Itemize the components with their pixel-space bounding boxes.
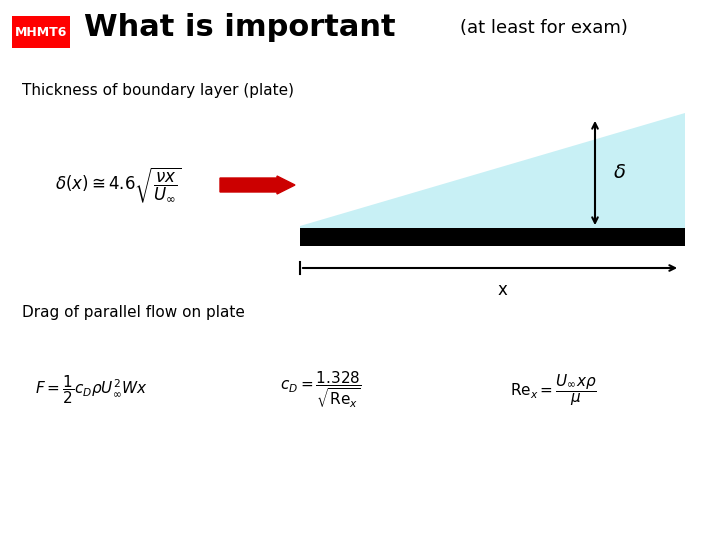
Text: Thickness of boundary layer (plate): Thickness of boundary layer (plate): [22, 83, 294, 98]
Text: $\delta$: $\delta$: [613, 164, 626, 183]
Polygon shape: [300, 113, 685, 228]
Text: $\delta(x) \cong 4.6\sqrt{\dfrac{\nu x}{U_\infty}}$: $\delta(x) \cong 4.6\sqrt{\dfrac{\nu x}{…: [55, 165, 181, 205]
Text: What is important: What is important: [84, 14, 395, 43]
Text: Drag of parallel flow on plate: Drag of parallel flow on plate: [22, 305, 245, 320]
FancyArrow shape: [220, 176, 295, 194]
Text: MHMT6: MHMT6: [15, 25, 67, 38]
FancyBboxPatch shape: [300, 228, 685, 246]
Text: $\mathrm{Re}_x = \dfrac{U_\infty x \rho}{\mu}$: $\mathrm{Re}_x = \dfrac{U_\infty x \rho}…: [510, 372, 597, 408]
FancyBboxPatch shape: [12, 16, 70, 48]
Text: (at least for exam): (at least for exam): [460, 19, 628, 37]
Text: x: x: [498, 281, 508, 299]
Text: $c_D = \dfrac{1.328}{\sqrt{\mathrm{Re}_x}}$: $c_D = \dfrac{1.328}{\sqrt{\mathrm{Re}_x…: [280, 370, 361, 410]
Text: $F = \dfrac{1}{2}c_D \rho U_\infty^2 W x$: $F = \dfrac{1}{2}c_D \rho U_\infty^2 W x…: [35, 374, 148, 407]
